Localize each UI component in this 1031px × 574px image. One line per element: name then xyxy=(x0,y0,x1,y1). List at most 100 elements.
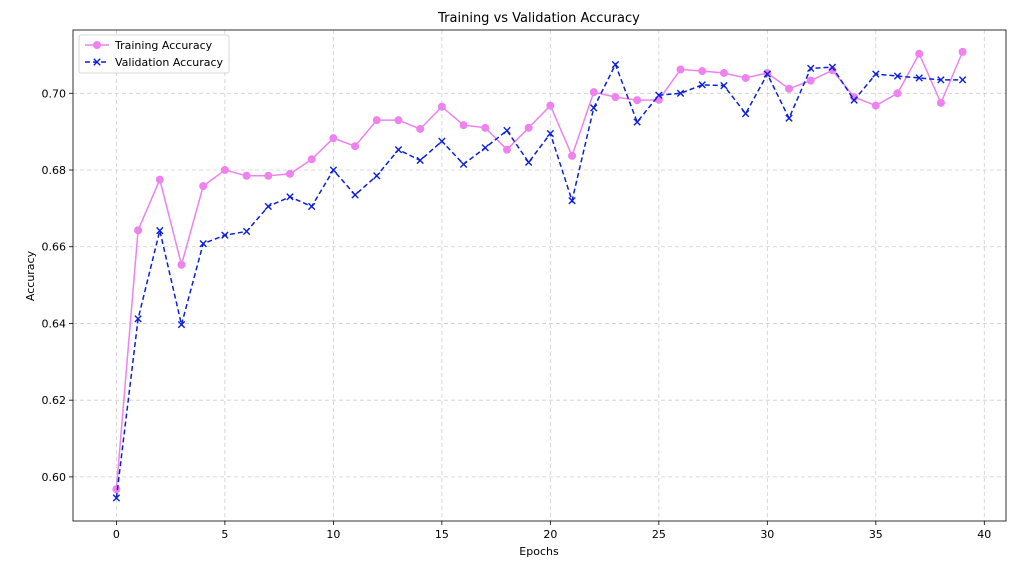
data-point xyxy=(524,158,533,167)
data-point xyxy=(719,68,728,77)
data-point xyxy=(459,160,468,168)
grid-layer xyxy=(73,30,1006,521)
data-point xyxy=(958,76,967,84)
data-point xyxy=(502,145,511,154)
data-point xyxy=(590,104,598,112)
data-point xyxy=(307,155,316,164)
data-point xyxy=(93,58,101,66)
x-tick-label: 5 xyxy=(221,528,228,541)
legend: Training Accuracy Validation Accuracy xyxy=(78,34,230,74)
data-point xyxy=(481,123,490,132)
data-point xyxy=(893,89,902,98)
x-tick-label: 20 xyxy=(543,528,557,541)
data-point xyxy=(546,101,555,110)
data-point xyxy=(915,49,924,58)
y-tick-label: 0.60 xyxy=(42,471,67,484)
data-point xyxy=(676,65,685,74)
data-point xyxy=(242,227,251,236)
data-point xyxy=(459,121,468,130)
chart-title: Training vs Validation Accuracy xyxy=(437,11,640,26)
data-point xyxy=(373,172,381,180)
data-point xyxy=(850,96,858,104)
data-point xyxy=(958,47,967,56)
y-tick-label: 0.64 xyxy=(42,317,67,330)
axes-frame-layer: 0 5 10 15 20 25 30 35 40 0.60 0.62 0.64 0.66 0.68 0.70 xyxy=(42,29,1007,541)
plot-frame xyxy=(72,29,1007,522)
series-layer xyxy=(112,47,967,502)
data-point xyxy=(503,126,511,135)
data-point xyxy=(481,144,489,152)
data-point xyxy=(915,74,923,82)
data-point xyxy=(286,193,294,201)
data-point xyxy=(872,70,880,78)
x-tick-label: 25 xyxy=(652,528,666,541)
data-point xyxy=(93,41,101,49)
data-point xyxy=(806,76,815,85)
y-tick-label: 0.70 xyxy=(42,87,67,100)
data-point xyxy=(351,142,360,151)
data-point xyxy=(438,137,446,145)
data-point xyxy=(633,118,641,126)
data-point xyxy=(893,72,902,80)
data-point xyxy=(264,171,273,180)
data-point xyxy=(394,145,403,154)
x-tick-label: 40 xyxy=(977,528,991,541)
legend-box xyxy=(78,34,230,74)
series-line xyxy=(115,51,964,490)
data-point xyxy=(416,156,424,165)
data-point xyxy=(633,96,642,105)
data-point xyxy=(720,81,728,90)
data-point xyxy=(741,109,750,118)
data-point xyxy=(156,226,164,235)
data-point xyxy=(698,67,707,76)
series-2 xyxy=(112,60,967,502)
data-point xyxy=(177,320,186,329)
data-point xyxy=(285,169,294,178)
legend-label: Validation Accuracy xyxy=(115,56,224,69)
x-tick-label: 15 xyxy=(435,528,449,541)
data-point xyxy=(568,151,577,160)
data-point xyxy=(676,89,685,97)
data-point xyxy=(807,64,815,73)
data-point xyxy=(329,166,338,174)
data-point xyxy=(437,102,446,111)
x-tick-label: 35 xyxy=(869,528,883,541)
data-point xyxy=(698,81,706,89)
data-point xyxy=(937,76,945,84)
data-point xyxy=(828,63,837,71)
data-point xyxy=(871,101,880,110)
data-point xyxy=(242,171,251,180)
data-point xyxy=(220,166,229,175)
data-point xyxy=(112,494,121,502)
series-line xyxy=(115,62,963,499)
y-tick-label: 0.68 xyxy=(42,164,67,177)
series-1 xyxy=(112,47,967,494)
x-tick-label: 30 xyxy=(760,528,774,541)
data-point xyxy=(741,73,750,82)
data-point xyxy=(524,123,533,132)
data-point xyxy=(372,116,381,125)
data-point xyxy=(134,226,143,235)
data-point xyxy=(199,239,207,248)
data-point xyxy=(112,485,121,494)
data-point xyxy=(394,116,403,125)
data-point xyxy=(307,202,316,211)
data-point xyxy=(155,175,164,184)
data-point xyxy=(351,191,359,199)
data-point xyxy=(199,182,208,191)
data-point xyxy=(329,134,338,143)
data-point xyxy=(763,70,772,78)
data-point xyxy=(416,124,425,133)
x-tick-label: 0 xyxy=(113,528,120,541)
data-point xyxy=(611,93,620,102)
x-axis-title: Epochs xyxy=(519,545,559,558)
data-point xyxy=(221,231,229,239)
data-point xyxy=(785,114,793,122)
x-tick-label: 10 xyxy=(326,528,340,541)
legend-label: Training Accuracy xyxy=(114,39,213,52)
data-point xyxy=(264,202,272,211)
data-point xyxy=(611,60,620,69)
data-point xyxy=(589,88,598,97)
